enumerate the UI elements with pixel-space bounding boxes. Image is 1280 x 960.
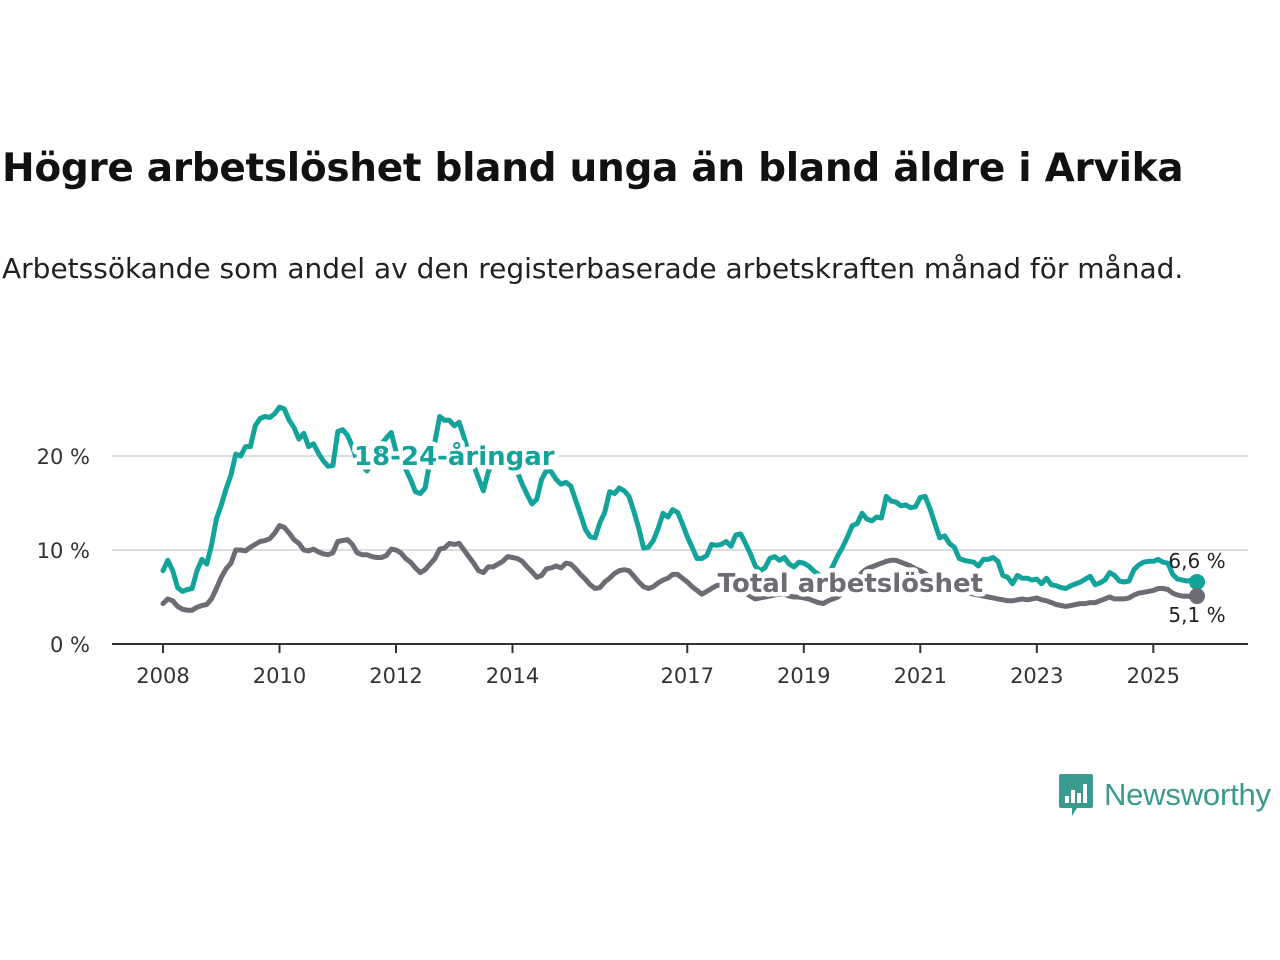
series-label-halo: 18-24-åringar	[354, 440, 555, 472]
x-tick-label: 2021	[894, 664, 947, 688]
y-tick-label: 0 %	[50, 633, 90, 657]
x-tick-label: 2014	[486, 664, 539, 688]
chart-title: Högre arbetslöshet bland unga än bland ä…	[2, 146, 1184, 191]
x-tick-label: 2017	[661, 664, 714, 688]
series-line-total	[160, 523, 1200, 613]
x-tick-label: 2012	[369, 664, 422, 688]
x-axis: 2008 2010 2012 2014 2017 2019 2021 2023 2025	[112, 643, 1248, 688]
series-line-youth	[160, 404, 1200, 594]
newsworthy-logo-icon	[1059, 774, 1093, 816]
series-labels: 6,6 %5,1 %18-24-åringar18-24-åringarTota…	[349, 436, 1225, 628]
chart-subtitle: Arbetssökande som andel av den registerb…	[2, 252, 1184, 285]
x-tick-label: 2010	[253, 664, 306, 688]
end-marker-youth	[1189, 573, 1205, 590]
x-tick-label: 2019	[777, 664, 830, 688]
y-axis: 0 % 10 % 20 %	[37, 445, 90, 657]
x-tick-label: 2025	[1127, 664, 1180, 688]
series-lines	[160, 404, 1205, 613]
y-tick-label: 10 %	[37, 539, 90, 563]
series-label: Total arbetslöshet	[718, 569, 983, 599]
end-value-label: 6,6 %	[1168, 549, 1225, 573]
brand-name: Newsworthy	[1104, 777, 1271, 812]
y-tick-label: 20 %	[37, 445, 90, 469]
series-label-halo: Total arbetslöshet	[718, 569, 983, 599]
gridlines	[112, 455, 1248, 551]
newsworthy-logo[interactable]: Newsworthy	[1058, 772, 1271, 818]
series-label: 18-24-åringar	[354, 440, 555, 472]
x-tick-label: 2008	[136, 664, 189, 688]
end-marker-total	[1189, 588, 1205, 605]
end-value-label: 5,1 %	[1168, 603, 1225, 627]
x-tick-label: 2023	[1010, 664, 1063, 688]
